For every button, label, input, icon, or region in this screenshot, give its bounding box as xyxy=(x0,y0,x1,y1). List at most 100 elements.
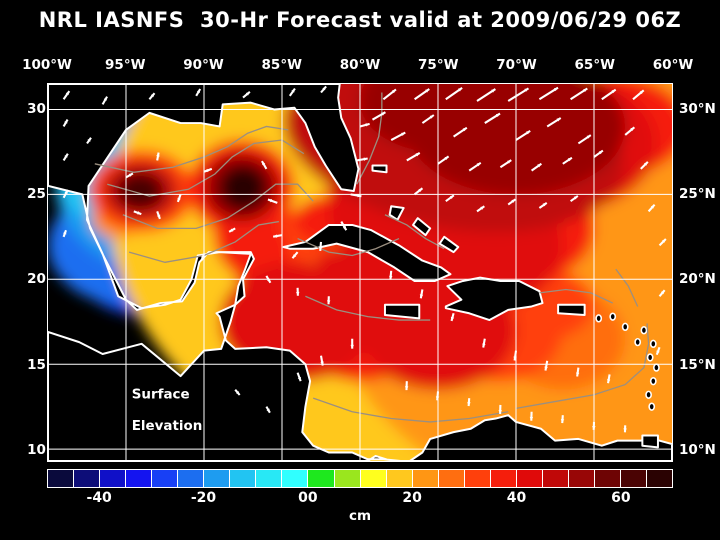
island-lesser-antilles-9 xyxy=(595,314,603,323)
velocity-arrow-54 xyxy=(203,167,213,173)
colorbar-tick-4: 40 xyxy=(506,490,527,506)
velocity-arrow-63 xyxy=(419,289,424,299)
bathymetry-contour-5 xyxy=(305,295,431,321)
bathymetry-contour-7 xyxy=(515,323,650,409)
island-lesser-antilles-6 xyxy=(634,337,642,347)
velocity-arrow-10 xyxy=(476,88,496,102)
velocity-arrow-80 xyxy=(623,425,627,433)
current-velocity-vectors xyxy=(62,85,667,433)
velocity-arrow-2 xyxy=(148,92,156,100)
colorbar-swatch-8 xyxy=(256,470,283,487)
bathymetry-contour-2 xyxy=(122,183,314,229)
velocity-arrow-8 xyxy=(413,88,430,101)
landmass-hispaniola xyxy=(444,276,544,322)
elevation-contour-blob xyxy=(399,296,493,382)
velocity-arrow-37 xyxy=(445,194,455,203)
landmass-bahamas-b xyxy=(412,217,432,237)
colorbar-swatch-13 xyxy=(386,470,413,487)
velocity-arrow-45 xyxy=(261,160,268,170)
velocity-arrow-34 xyxy=(562,156,573,165)
velocity-arrow-36 xyxy=(413,187,424,196)
velocity-arrow-20 xyxy=(86,137,92,145)
colorbar-swatch-11 xyxy=(334,470,361,487)
velocity-arrow-11 xyxy=(507,87,530,102)
lon-tick-8: 60°W xyxy=(652,57,694,73)
colorbar-swatch-3 xyxy=(126,470,153,487)
lat-tick-r-3: 15°N xyxy=(679,356,716,373)
island-lesser-antilles-8 xyxy=(609,312,617,321)
bathymetry-contour-3 xyxy=(128,220,279,263)
lon-tick-7: 65°W xyxy=(574,57,615,73)
velocity-arrow-50 xyxy=(340,221,348,231)
velocity-arrow-15 xyxy=(632,89,645,101)
colorbar-swatch-2 xyxy=(100,470,127,487)
velocity-arrow-55 xyxy=(176,194,182,203)
colorbar-tick-5: 60 xyxy=(611,490,631,506)
lat-tick-r-0: 30°N xyxy=(679,100,716,117)
velocity-arrow-48 xyxy=(291,251,299,259)
velocity-arrow-35 xyxy=(593,149,604,158)
colorbar-tick-1: -20 xyxy=(190,490,217,506)
velocity-arrow-14 xyxy=(601,88,617,101)
velocity-arrow-65 xyxy=(482,338,486,348)
velocity-arrow-57 xyxy=(133,210,142,216)
velocity-arrow-86 xyxy=(658,238,667,247)
velocity-arrow-33 xyxy=(530,162,542,172)
velocity-arrow-77 xyxy=(529,411,534,421)
colorbar-swatch-19 xyxy=(542,470,569,487)
velocity-arrow-78 xyxy=(560,415,565,424)
velocity-arrow-67 xyxy=(544,360,549,371)
elevation-contour-blob xyxy=(219,165,267,210)
velocity-arrow-4 xyxy=(242,91,251,99)
map-plot-area: Surface Elevation xyxy=(47,83,673,462)
velocity-arrow-41 xyxy=(569,195,579,203)
velocity-arrow-40 xyxy=(538,201,548,209)
velocity-arrow-3 xyxy=(195,88,202,97)
velocity-arrow-1 xyxy=(101,96,108,105)
velocity-arrow-29 xyxy=(577,134,592,145)
velocity-arrow-26 xyxy=(484,112,501,124)
velocity-arrow-31 xyxy=(468,161,482,172)
map-gridlines xyxy=(48,84,672,461)
bathymetry-contour-0 xyxy=(94,125,289,173)
colorbar-swatch-21 xyxy=(594,470,622,487)
velocity-arrow-58 xyxy=(125,172,134,179)
island-lesser-antilles-7 xyxy=(621,322,629,332)
colorbar-swatch-10 xyxy=(308,470,335,487)
colorbar-swatch-9 xyxy=(282,470,309,487)
velocity-arrow-46 xyxy=(267,198,278,204)
velocity-arrow-24 xyxy=(421,114,435,124)
velocity-arrow-5 xyxy=(288,87,296,97)
bathymetry-contour-11 xyxy=(539,288,613,304)
velocity-arrow-87 xyxy=(658,289,666,297)
colorbar-swatch-12 xyxy=(360,470,387,487)
colorbar-tick-3: 20 xyxy=(402,490,422,506)
velocity-arrow-81 xyxy=(265,406,271,414)
velocity-arrow-17 xyxy=(62,153,69,161)
velocity-arrow-76 xyxy=(498,404,502,414)
lon-tick-0: 100°W xyxy=(22,57,72,73)
lon-tick-4: 80°W xyxy=(339,57,381,73)
velocity-arrow-16 xyxy=(62,119,69,127)
velocity-arrow-25 xyxy=(453,126,468,138)
island-lesser-antilles-2 xyxy=(653,363,660,372)
island-lesser-antilles-1 xyxy=(646,353,654,362)
island-lesser-antilles-10 xyxy=(640,326,648,335)
velocity-arrow-39 xyxy=(507,198,517,206)
velocity-arrow-23 xyxy=(406,152,421,162)
landmass-jamaica xyxy=(383,303,421,320)
annotation-line-1: Surface xyxy=(132,387,190,402)
landmass-bahamas-a xyxy=(388,205,405,221)
colorbar-swatch-20 xyxy=(568,470,595,487)
velocity-arrow-43 xyxy=(640,161,649,170)
velocity-arrow-70 xyxy=(350,338,354,349)
velocity-arrow-84 xyxy=(296,287,300,296)
velocity-arrow-72 xyxy=(296,372,302,382)
velocity-arrow-19 xyxy=(62,229,67,238)
island-lesser-antilles-5 xyxy=(648,402,656,411)
bathymetry-contour-4 xyxy=(297,237,400,257)
lon-tick-5: 75°W xyxy=(418,57,459,73)
velocity-arrow-13 xyxy=(570,87,588,101)
velocity-arrow-75 xyxy=(467,398,471,407)
